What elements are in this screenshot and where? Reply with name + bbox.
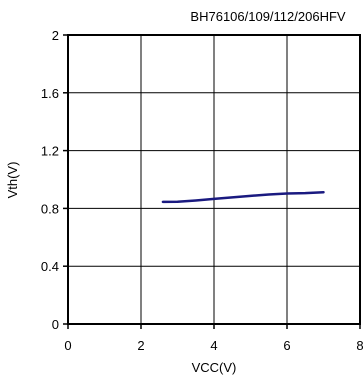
x-tick-labels: 0 2 4 6 8 (64, 338, 363, 353)
y-tick-labels: 0 0.4 0.8 1.2 1.6 2 (41, 28, 59, 332)
x-tick-label: 2 (137, 338, 144, 353)
axis-ticks (63, 34, 361, 329)
y-tick-label: 0.8 (41, 201, 59, 216)
y-tick-label: 1.2 (41, 144, 59, 159)
x-tick-label: 6 (283, 338, 290, 353)
x-tick-label: 0 (64, 338, 71, 353)
y-tick-label: 0.4 (41, 259, 59, 274)
y-tick-label: 0 (52, 317, 59, 332)
x-tick-label: 8 (356, 338, 363, 353)
y-tick-label: 2 (52, 28, 59, 43)
grid-lines (68, 35, 360, 324)
series-line (161, 190, 325, 204)
chart-title: BH76106/109/112/206HFV (190, 9, 345, 24)
x-axis-label: VCC(V) (192, 360, 237, 375)
y-axis-label: Vth(V) (5, 162, 20, 199)
x-tick-label: 4 (210, 338, 217, 353)
series-group (161, 190, 325, 204)
y-tick-label: 1.6 (41, 86, 59, 101)
